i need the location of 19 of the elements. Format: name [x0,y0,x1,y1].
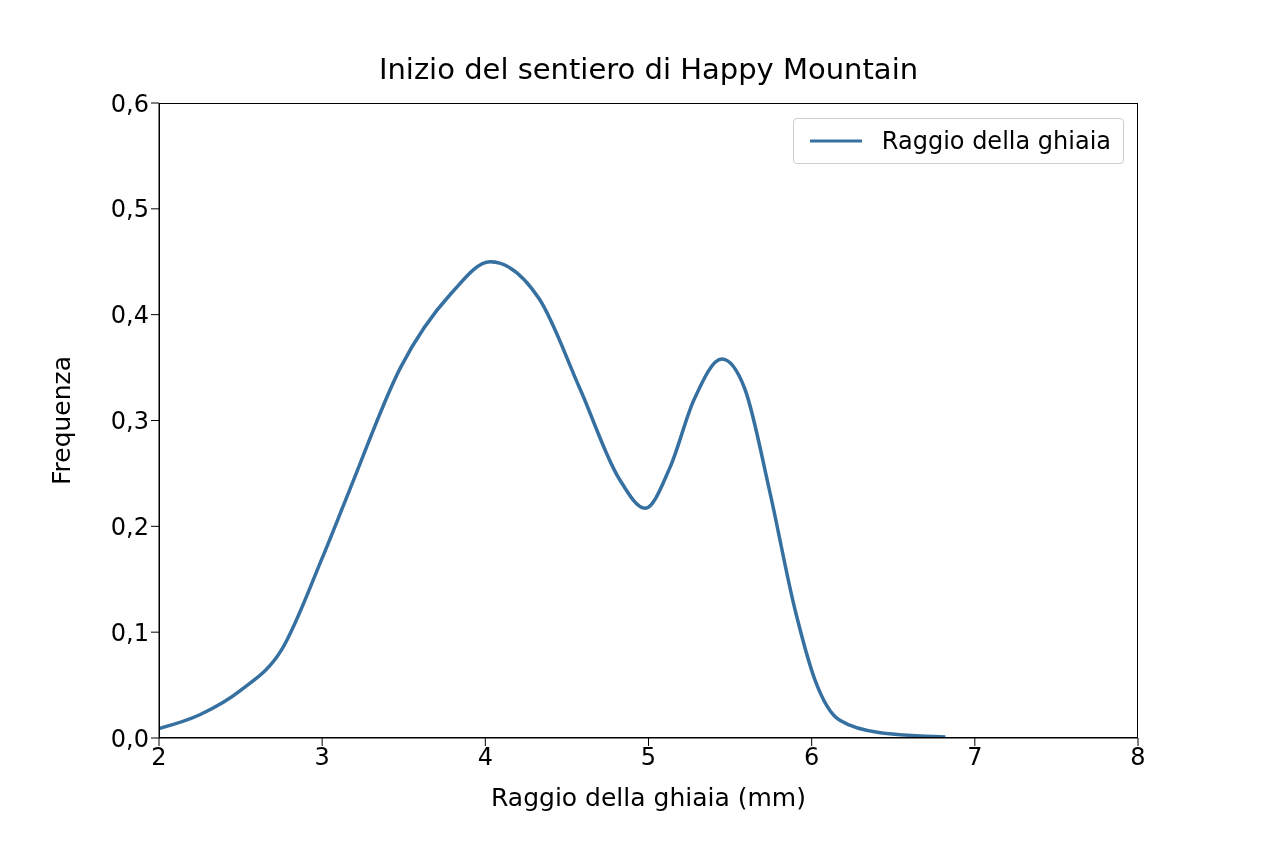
chart-title: Inizio del sentiero di Happy Mountain [377,52,920,86]
x-axis-title: Raggio della ghiaia (mm) [491,783,806,812]
y-tick-label: 0,5 [110,195,149,224]
x-tick-label: 7 [967,743,983,772]
y-tick-label: 0,6 [110,89,149,118]
x-tick-label: 5 [640,743,657,772]
y-tick-label: 0,3 [110,407,149,436]
y-tick-label: 0,1 [110,618,149,647]
y-axis-title: Frequenza [46,355,76,486]
x-tick-label: 8 [1130,743,1146,772]
line-series [159,260,948,738]
x-tick-label: 2 [151,743,167,772]
y-tick-label: 0,0 [110,724,149,753]
y-tick-label: 0,4 [110,301,149,330]
x-tick-label: 3 [314,743,330,772]
x-tick-label: 6 [804,743,820,772]
x-tick-label: 4 [477,743,493,772]
legend-label: Raggio della ghiaia [881,127,1111,155]
y-tick-label: 0,2 [110,512,149,541]
